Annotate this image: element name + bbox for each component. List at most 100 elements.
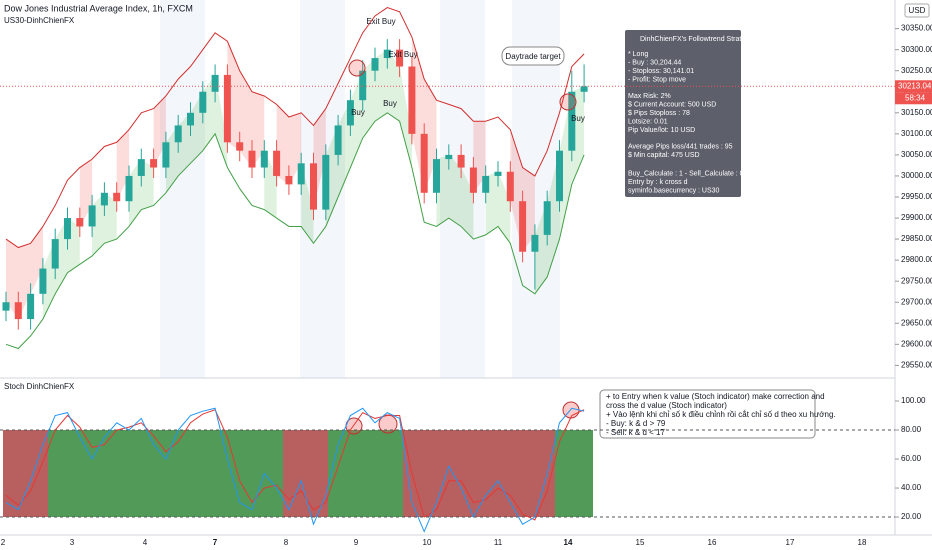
candle-body <box>125 175 133 202</box>
x-tick-label: 8 <box>284 538 289 547</box>
x-tick-label: 14 <box>564 538 573 547</box>
y-tick-label: 30150.00 <box>901 108 932 117</box>
candle-body <box>543 201 551 235</box>
candle-body <box>150 159 158 168</box>
candle-body <box>113 192 121 202</box>
candle-body <box>371 58 379 71</box>
x-tick-label: 15 <box>636 538 645 547</box>
trend-fill <box>215 74 228 168</box>
candle-body <box>248 150 256 168</box>
candle-body <box>27 293 35 320</box>
x-tick-label: 9 <box>354 538 359 547</box>
x-tick-label: 10 <box>423 538 432 547</box>
candle-body <box>76 218 84 227</box>
info-line: syminfo.basecurrency : US30 <box>628 187 720 194</box>
candle-body <box>519 201 527 252</box>
y-tick-label: 30350.00 <box>901 24 932 33</box>
note-line: + to Entry when k value (Stoch indicator… <box>606 392 825 401</box>
candle-body <box>14 302 22 320</box>
candle-body <box>273 150 281 176</box>
candle-body <box>187 112 194 126</box>
note-line: - Buy: k & d > 79 <box>606 419 666 428</box>
annotation: Buy <box>571 114 585 123</box>
candle-body <box>334 125 342 155</box>
x-tick-label: 11 <box>494 538 503 547</box>
candle-body <box>420 133 428 193</box>
info-line: Buy_Calculate : 1 - Sell_Calculate : 0 <box>628 170 744 177</box>
trend-fill <box>252 91 265 168</box>
candle-body <box>568 91 576 151</box>
info-line: - Buy : 30,204.44 <box>628 59 681 66</box>
stoch-zone <box>3 430 48 517</box>
candle-body <box>408 66 416 134</box>
x-tick-label: 7 <box>213 538 218 547</box>
candle-body <box>162 142 170 168</box>
callout <box>501 46 565 66</box>
x-tick-label: 17 <box>786 538 795 547</box>
candle-body <box>285 175 293 185</box>
y-tick-label: 30300.00 <box>901 45 932 54</box>
stoch-zone <box>48 430 283 517</box>
info-box <box>625 30 741 197</box>
x-tick-label: 18 <box>858 538 867 547</box>
currency[interactable]: USD <box>909 6 926 15</box>
y-tick-label: 29850.00 <box>901 234 932 243</box>
y-tick-label: 30050.00 <box>901 150 932 159</box>
price-tag <box>895 80 932 93</box>
candle-body <box>199 91 207 113</box>
y-tick-label: 29650.00 <box>901 318 932 327</box>
y-tick-label: 40.00 <box>901 483 922 492</box>
stoch-zone <box>283 430 328 517</box>
candle-body <box>174 125 182 143</box>
y-tick-label: 29700.00 <box>901 297 932 306</box>
y-tick-label: 30000.00 <box>901 171 932 180</box>
trend-fill <box>461 167 474 240</box>
currency-box[interactable] <box>904 3 930 18</box>
highlight <box>559 93 577 111</box>
candle-body <box>580 86 588 92</box>
band-line <box>5 7 585 249</box>
y-tick-label: 80.00 <box>901 425 922 434</box>
candle-body <box>556 150 563 202</box>
x-tick-label: 16 <box>708 538 717 547</box>
chart-title: Dow Jones Industrial Average Index, 1h, … <box>4 3 193 13</box>
candle-body <box>482 175 490 193</box>
candle-body <box>506 171 514 202</box>
trend-fill <box>30 226 43 294</box>
info-line: - Stoploss: 30,141.01 <box>628 68 694 75</box>
price-tag-label: 30213.04 <box>898 81 932 90</box>
y-tick-label: 30250.00 <box>901 66 932 75</box>
candle-body <box>297 163 305 185</box>
info-line: Entry by : k cross d <box>628 179 688 186</box>
trend-fill <box>387 49 400 122</box>
y-tick-label: 29550.00 <box>901 360 932 369</box>
note-line: - Sell: k & d < 17 <box>606 428 665 437</box>
candle-body <box>39 268 47 294</box>
y-tick-label: 29900.00 <box>901 213 932 222</box>
trend-fill <box>6 239 19 320</box>
info-line: $ Min capital: 475 USD <box>628 152 700 159</box>
info-line: - Profit: Stop move <box>628 76 686 83</box>
info-line: $ Current Account: 500 USD <box>628 101 716 108</box>
x-tick-label: 3 <box>70 538 75 547</box>
y-tick-label: 29600.00 <box>901 339 932 348</box>
y-tick-label: 20.00 <box>901 512 922 521</box>
note-box <box>599 389 816 439</box>
candle-body <box>260 150 268 168</box>
candle-body <box>2 302 10 311</box>
stoch-zone <box>555 430 593 517</box>
candle-body <box>64 218 71 240</box>
trend-fill <box>116 129 129 202</box>
candle-body <box>346 100 354 126</box>
info-line: Average Pips loss/441 trades : 95 <box>628 143 733 150</box>
candle-body <box>88 205 96 227</box>
candle-body <box>445 154 453 160</box>
y-tick-label: 29750.00 <box>901 276 932 285</box>
candle-body <box>396 49 404 67</box>
y-tick-label: 100.00 <box>901 396 926 405</box>
candle-body <box>457 154 465 168</box>
candle-body <box>236 142 244 151</box>
candle-body <box>322 154 330 210</box>
countdown-tag <box>895 92 932 105</box>
